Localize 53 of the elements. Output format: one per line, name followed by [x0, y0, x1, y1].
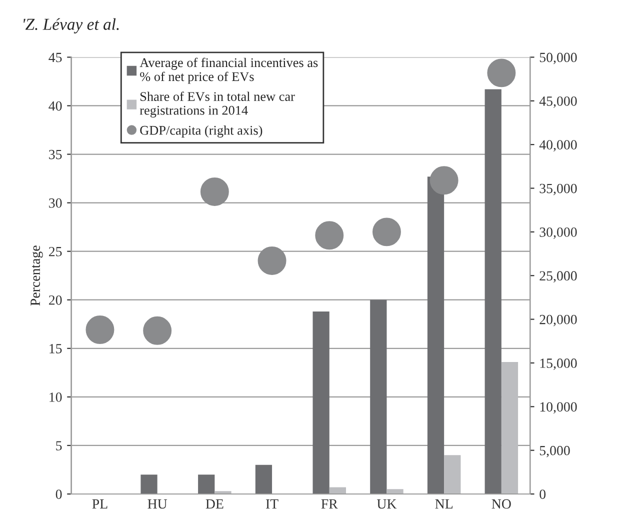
y-tick-label: 0 [56, 490, 62, 499]
point [143, 316, 172, 345]
x-tick-label: DE [206, 499, 224, 509]
bar [427, 176, 444, 494]
bar [501, 362, 518, 494]
point [487, 58, 516, 88]
legend-label: Average of financial incentives as % of net price of EVs [140, 58, 318, 84]
y2-tick-label: 20,000 [540, 314, 577, 326]
y-tick-label: 25 [48, 246, 62, 256]
y2-tick-label: 15,000 [540, 358, 577, 370]
y2-tick-label: 30,000 [540, 228, 577, 239]
bar [370, 300, 387, 494]
bar [255, 464, 272, 494]
point [372, 218, 401, 246]
y2-tick-label: 50,000 [540, 52, 577, 64]
point [200, 178, 229, 206]
y2-tick-label: 25,000 [540, 271, 577, 283]
x-tick-label: PL [92, 499, 108, 508]
text: 'Z. Lévay et al. [24, 18, 119, 34]
y-tick-label: 20 [48, 295, 62, 305]
legend-label: GDP/capita (right axis) [140, 126, 262, 138]
bar [312, 312, 330, 494]
y-tick-label: 5 [56, 441, 62, 450]
x-tick-label: NL [435, 499, 452, 508]
bar [444, 455, 461, 494]
y2-tick-label: 40,000 [539, 140, 577, 152]
y-tick-label: 40 [48, 101, 62, 111]
bar [329, 487, 346, 494]
y2-tick-label: 5,000 [540, 446, 570, 458]
y-tick-label: 15 [50, 344, 62, 354]
x-tick-label: UK [376, 499, 397, 509]
legend-label: Share of EVs in total new car registrations in 2014 [140, 92, 295, 118]
y2-tick-label: 0 [540, 490, 546, 499]
y-tick-label: 35 [49, 150, 62, 160]
bar [386, 489, 404, 494]
bar [484, 89, 502, 494]
x-tick-label: IT [266, 499, 278, 508]
y-tick-label: 10 [50, 392, 62, 402]
x-tick-label: FR [321, 499, 338, 508]
y2-tick-label: 45,000 [539, 96, 577, 108]
point [258, 246, 286, 275]
x-tick-label: HU [148, 499, 168, 509]
y2-tick-label: 35,000 [540, 184, 577, 196]
point [430, 166, 458, 195]
y-axis-title: Percentage [30, 246, 43, 306]
bar [198, 474, 215, 494]
point [86, 316, 114, 344]
y-tick-label: 45 [48, 52, 62, 62]
bar [140, 474, 158, 494]
point [315, 221, 344, 250]
y-tick-label: 30 [49, 198, 62, 208]
y2-tick-label: 10,000 [540, 402, 577, 414]
x-tick-label: NO [492, 499, 511, 509]
